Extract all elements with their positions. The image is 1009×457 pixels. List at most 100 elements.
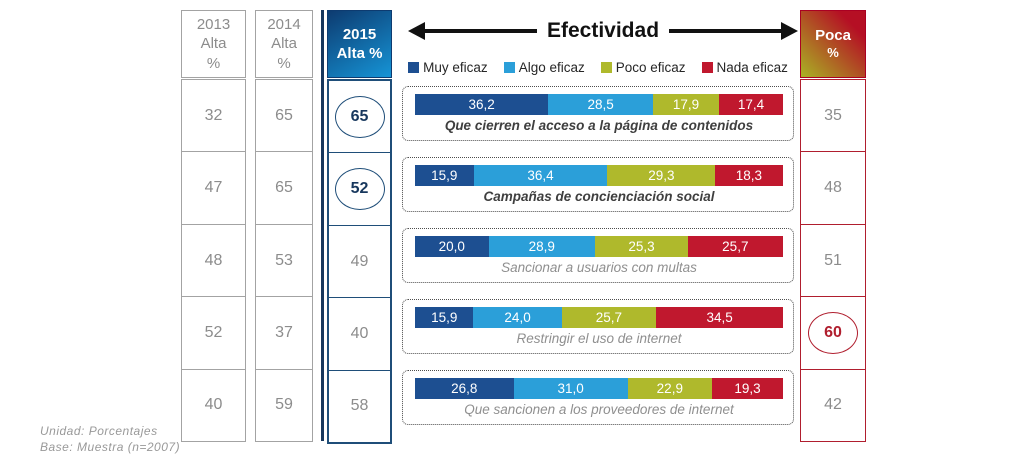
table-cell: 48 <box>182 225 245 298</box>
bar-segment-muy-eficaz: 15,9 <box>415 165 474 186</box>
table-cell: 48 <box>801 152 865 225</box>
segment-value: 19,3 <box>734 381 761 396</box>
stacked-bar: 36,2 28,5 17,9 17,4 <box>415 94 783 115</box>
segment-value: 25,7 <box>595 310 623 325</box>
legend-swatch-icon <box>408 61 420 73</box>
legend-swatch-icon <box>701 61 713 73</box>
column-2014-cells: 65 65 53 37 59 <box>255 79 313 442</box>
segment-value: 28,5 <box>587 97 614 112</box>
column-2013-header: 2013 Alta % <box>181 10 246 78</box>
column-poca-header-line: % <box>827 45 839 61</box>
cell-value: 53 <box>275 251 293 269</box>
bar-segment-poco-eficaz: 22,9 <box>627 378 712 399</box>
column-poca-cells: 35 48 51 60 42 <box>800 79 866 442</box>
segment-value: 31,0 <box>557 381 584 396</box>
column-2013-header-line: 2013 <box>196 15 231 33</box>
bar-row-label: Restringir el uso de internet <box>516 331 682 346</box>
cell-value: 52 <box>350 180 369 198</box>
bar-segment-poco-eficaz: 29,3 <box>607 165 716 186</box>
cell-value: 65 <box>350 107 369 125</box>
cell-value: 65 <box>275 179 293 197</box>
bar-segment-nada-eficaz: 25,7 <box>688 236 783 257</box>
segment-value: 15,9 <box>431 168 458 183</box>
table-cell: 53 <box>256 225 312 298</box>
cell-value: 32 <box>204 106 223 124</box>
cell-value: 48 <box>824 179 842 197</box>
bar-segment-nada-eficaz: 19,3 <box>711 378 783 399</box>
highlight-circle: 60 <box>808 311 858 354</box>
segment-value: 22,9 <box>656 381 683 396</box>
chart-legend: Muy eficaz Algo eficaz Poco eficaz Nada … <box>402 57 794 77</box>
bar-segment-poco-eficaz: 25,7 <box>561 307 657 328</box>
table-cell: 65 <box>329 81 390 154</box>
segment-value: 26,8 <box>451 381 478 396</box>
table-cell: 40 <box>182 370 245 441</box>
cell-value: 47 <box>204 179 223 197</box>
bar-segment-poco-eficaz: 25,3 <box>594 236 689 257</box>
column-2015-header-line: Alta % <box>336 45 383 62</box>
footnote-units: Unidad: Porcentajes <box>40 424 158 438</box>
table-cell: 52 <box>182 297 245 370</box>
divider-line <box>321 10 324 441</box>
table-cell: 60 <box>801 297 865 370</box>
bar-row-close-access: 36,2 28,5 17,9 17,4 Que cierren el acces… <box>402 86 794 141</box>
cell-value: 42 <box>824 396 842 414</box>
stacked-bar: 15,9 36,4 29,3 18,3 <box>415 165 783 186</box>
bar-segment-muy-eficaz: 36,2 <box>415 94 549 115</box>
legend-item-algo-eficaz: Algo eficaz <box>503 60 585 75</box>
bar-segment-poco-eficaz: 17,9 <box>653 94 719 115</box>
table-cell: 65 <box>256 152 312 225</box>
cell-value: 52 <box>204 323 223 341</box>
cell-value: 49 <box>350 252 369 270</box>
bar-segment-algo-eficaz: 24,0 <box>473 307 562 328</box>
bar-segment-nada-eficaz: 34,5 <box>656 307 784 328</box>
bar-row-campaigns: 15,9 36,4 29,3 18,3 Campañas de concienc… <box>402 157 794 212</box>
column-2015-cells: 65 52 49 40 58 <box>327 79 392 444</box>
bar-segment-algo-eficaz: 28,5 <box>548 94 654 115</box>
legend-label: Muy eficaz <box>423 59 488 75</box>
bar-segment-muy-eficaz: 20,0 <box>415 236 489 257</box>
column-2013-cells: 32 47 48 52 40 <box>181 79 246 442</box>
cell-value: 58 <box>350 397 369 415</box>
segment-value: 36,4 <box>527 168 554 183</box>
footnote-base: Base: Muestra (n=2007) <box>40 440 181 455</box>
bar-segment-algo-eficaz: 36,4 <box>473 165 608 186</box>
highlight-circle: 52 <box>334 168 385 211</box>
bar-segment-nada-eficaz: 18,3 <box>715 165 783 186</box>
column-2013-header-line: Alta <box>200 35 227 53</box>
legend-swatch-icon <box>503 61 515 73</box>
bar-segment-muy-eficaz: 26,8 <box>415 378 514 399</box>
column-2013-header-line: % <box>206 54 221 72</box>
table-cell: 32 <box>182 80 245 153</box>
legend-item-muy-eficaz: Muy eficaz <box>408 60 488 75</box>
footnote: Unidad: Porcentajes Base: Muestra (n=200… <box>40 423 180 455</box>
bar-segment-muy-eficaz: 15,9 <box>415 307 474 328</box>
legend-item-nada-eficaz: Nada eficaz <box>701 59 788 75</box>
segment-value: 24,0 <box>504 310 531 325</box>
cell-value: 60 <box>824 323 842 341</box>
stacked-bar: 20,0 28,9 25,3 25,7 <box>415 236 783 257</box>
table-cell: 58 <box>329 371 390 442</box>
segment-value: 29,3 <box>648 168 675 183</box>
segment-value: 20,0 <box>438 239 465 254</box>
table-cell: 37 <box>256 297 312 370</box>
segment-value: 34,5 <box>706 310 733 325</box>
bar-segment-nada-eficaz: 17,4 <box>718 94 783 115</box>
stacked-bar: 15,9 24,0 25,7 34,5 <box>415 307 784 328</box>
bar-segment-algo-eficaz: 31,0 <box>513 378 628 399</box>
table-cell: 51 <box>801 225 865 298</box>
table-cell: 65 <box>256 80 312 153</box>
bar-row-label: Sancionar a usuarios con multas <box>501 260 697 275</box>
segment-value: 25,3 <box>628 239 655 254</box>
table-cell: 40 <box>329 298 390 371</box>
legend-label: Nada eficaz <box>716 59 788 75</box>
cell-value: 59 <box>275 396 293 414</box>
legend-swatch-icon <box>600 61 612 73</box>
cell-value: 35 <box>824 106 842 124</box>
table-cell: 52 <box>329 153 390 226</box>
column-2014-header: 2014 Alta % <box>255 10 313 78</box>
column-2015-header: 2015 Alta % <box>327 10 392 78</box>
cell-value: 65 <box>275 106 293 124</box>
segment-value: 18,3 <box>735 168 763 183</box>
highlight-circle: 65 <box>334 95 385 138</box>
